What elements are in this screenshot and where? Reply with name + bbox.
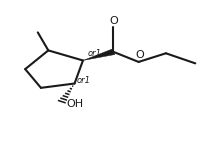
Text: OH: OH xyxy=(66,99,83,109)
Text: or1: or1 xyxy=(87,50,101,58)
Text: O: O xyxy=(135,50,144,60)
Polygon shape xyxy=(83,49,115,60)
Text: or1: or1 xyxy=(77,76,91,85)
Text: O: O xyxy=(109,16,118,26)
